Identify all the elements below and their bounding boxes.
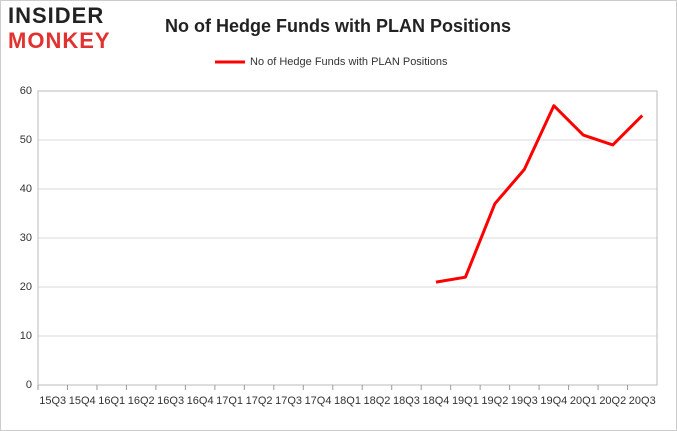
- x-tick-label: 20Q1: [570, 395, 597, 407]
- x-tick-label: 18Q3: [393, 395, 420, 407]
- x-tick-label: 19Q2: [481, 395, 508, 407]
- x-tick-label: 17Q3: [275, 395, 302, 407]
- chart-title: No of Hedge Funds with PLAN Positions: [165, 16, 511, 36]
- x-tick-label: 18Q4: [422, 395, 449, 407]
- x-tick-label: 17Q1: [216, 395, 243, 407]
- x-tick-label: 16Q1: [98, 395, 125, 407]
- x-tick-label: 16Q3: [157, 395, 184, 407]
- x-tick-label: 15Q4: [69, 395, 96, 407]
- x-tick-label: 19Q3: [511, 395, 538, 407]
- y-tick-label: 0: [26, 379, 32, 391]
- y-tick-label: 30: [20, 232, 32, 244]
- y-tick-label: 50: [20, 134, 32, 146]
- plot-frame: [37, 90, 658, 386]
- x-tick-label: 20Q3: [629, 395, 656, 407]
- logo-bottom: MONKEY: [8, 28, 111, 53]
- x-tick-label: 17Q2: [246, 395, 273, 407]
- x-tick-label: 17Q4: [305, 395, 332, 407]
- x-tick-label: 20Q2: [599, 395, 626, 407]
- x-tick-label: 18Q1: [334, 395, 361, 407]
- x-tick-label: 15Q3: [39, 395, 66, 407]
- y-tick-label: 10: [20, 330, 32, 342]
- y-tick-label: 20: [20, 281, 32, 293]
- y-tick-label: 40: [20, 183, 32, 195]
- y-tick-label: 60: [20, 85, 32, 97]
- x-tick-label: 16Q4: [187, 395, 214, 407]
- logo-top: INSIDER: [8, 3, 104, 28]
- series-line: [435, 104, 644, 284]
- legend-label: No of Hedge Funds with PLAN Positions: [250, 56, 448, 68]
- x-tick-label: 16Q2: [128, 395, 155, 407]
- x-tick-label: 19Q4: [540, 395, 567, 407]
- x-tick-label: 18Q2: [364, 395, 391, 407]
- x-tick-label: 19Q1: [452, 395, 479, 407]
